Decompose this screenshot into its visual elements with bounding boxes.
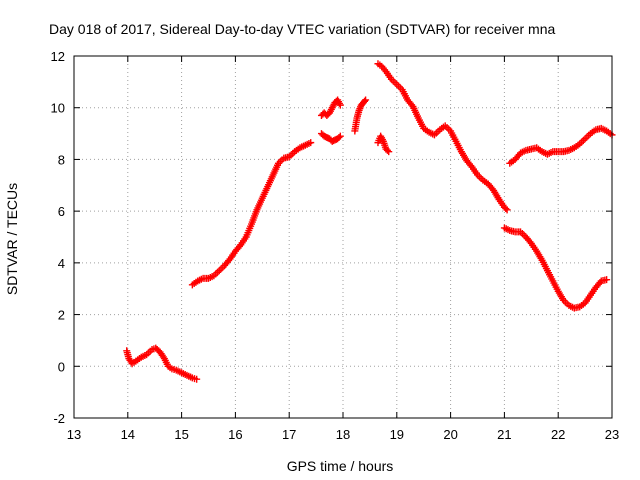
x-tick-label: 20 [443,427,457,442]
series-segment-1 [123,344,201,383]
data-point [603,276,611,284]
y-tick-label: 10 [51,101,65,116]
data-point [336,132,344,140]
series-segment-5 [351,96,370,135]
y-tick-label: 0 [58,359,65,374]
data-point [503,206,511,214]
x-tick-label: 17 [282,427,296,442]
data-point [235,242,243,250]
plot-frame [73,55,613,419]
series-segment-2 [188,139,315,289]
data-point [361,97,369,105]
x-tick-label: 16 [228,427,242,442]
y-tick-label: 2 [58,308,65,323]
y-tick-label: 4 [58,256,65,271]
x-tick-label: 18 [336,427,350,442]
data-point [362,96,370,104]
series-segment-9 [506,124,616,167]
data-point [307,139,315,147]
data-point [526,238,534,246]
data-point [335,133,343,141]
x-tick-label: 15 [174,427,188,442]
data-point [408,101,416,109]
data-points [123,60,616,383]
data-point [159,353,167,361]
data-point [385,148,393,156]
y-tick-label: 6 [58,204,65,219]
chart-title: Day 018 of 2017, Sidereal Day-to-day VTE… [49,21,555,37]
series-segment-8 [500,224,611,312]
x-tick-label: 22 [551,427,565,442]
y-tick-label: 12 [51,49,65,64]
data-point [336,101,344,109]
data-point [383,146,391,154]
data-point [502,205,510,213]
y-tick-label: 8 [58,152,65,167]
x-tick-label: 19 [390,427,404,442]
x-tick-label: 14 [121,427,135,442]
y-axis-label: SDTVAR / TECUs [4,183,20,295]
grid-lines [74,56,612,418]
data-point [467,162,475,170]
data-point [193,375,201,383]
series-segment-3 [317,96,344,119]
series-segment-7 [374,60,511,214]
series-segment-6 [374,132,393,156]
y-tick-labels: -2 0 2 4 6 8 10 12 [51,49,65,426]
x-tick-labels: 13 14 15 16 17 18 19 20 21 22 23 [67,427,619,442]
series-segment-4 [317,130,344,145]
data-point [225,257,233,265]
x-tick-label: 23 [605,427,619,442]
x-tick-label: 21 [497,427,511,442]
y-tick-label: -2 [53,411,65,426]
x-tick-label: 13 [67,427,81,442]
x-axis-label: GPS time / hours [287,458,394,474]
